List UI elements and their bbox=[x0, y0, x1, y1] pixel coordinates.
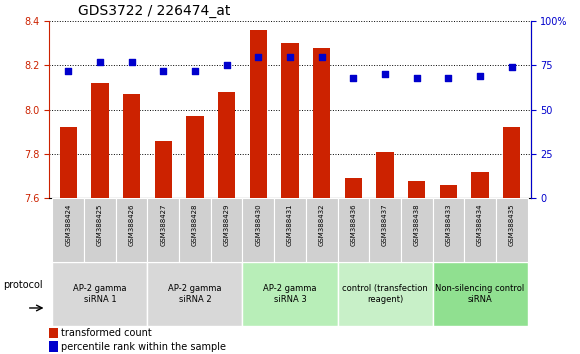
Text: AP-2 gamma
siRNA 3: AP-2 gamma siRNA 3 bbox=[263, 284, 317, 304]
Text: GSM388435: GSM388435 bbox=[509, 203, 514, 246]
Point bbox=[190, 68, 200, 74]
Text: protocol: protocol bbox=[3, 280, 42, 290]
Bar bbox=[306, 198, 338, 262]
Text: GSM388437: GSM388437 bbox=[382, 203, 388, 246]
Point bbox=[317, 54, 327, 59]
Text: GDS3722 / 226474_at: GDS3722 / 226474_at bbox=[78, 4, 231, 18]
Bar bbox=[52, 198, 84, 262]
Point bbox=[412, 75, 421, 81]
Text: GSM388433: GSM388433 bbox=[445, 203, 451, 246]
Bar bbox=[49, 328, 58, 338]
Text: GSM388436: GSM388436 bbox=[350, 203, 356, 246]
Bar bbox=[503, 127, 520, 198]
Bar bbox=[433, 198, 464, 262]
Bar bbox=[376, 152, 394, 198]
Point bbox=[159, 68, 168, 74]
Bar bbox=[211, 198, 242, 262]
Text: AP-2 gamma
siRNA 2: AP-2 gamma siRNA 2 bbox=[168, 284, 222, 304]
Bar bbox=[52, 262, 147, 326]
Point bbox=[64, 68, 73, 74]
Text: Non-silencing control
siRNA: Non-silencing control siRNA bbox=[436, 284, 525, 304]
Text: GSM388432: GSM388432 bbox=[318, 203, 325, 246]
Bar bbox=[313, 48, 331, 198]
Bar bbox=[147, 198, 179, 262]
Point bbox=[380, 72, 390, 77]
Point bbox=[253, 54, 263, 59]
Bar bbox=[369, 198, 401, 262]
Bar bbox=[496, 198, 528, 262]
Point bbox=[285, 54, 295, 59]
Bar bbox=[49, 341, 58, 352]
Text: GSM388429: GSM388429 bbox=[224, 203, 230, 246]
Text: AP-2 gamma
siRNA 1: AP-2 gamma siRNA 1 bbox=[73, 284, 126, 304]
Bar bbox=[464, 198, 496, 262]
Text: GSM388430: GSM388430 bbox=[255, 203, 262, 246]
Text: control (transfection
reagent): control (transfection reagent) bbox=[342, 284, 428, 304]
Text: GSM388426: GSM388426 bbox=[129, 203, 135, 246]
Bar bbox=[249, 30, 267, 198]
Point bbox=[349, 75, 358, 81]
Point bbox=[507, 64, 516, 70]
Text: GSM388424: GSM388424 bbox=[66, 203, 71, 246]
Bar bbox=[242, 198, 274, 262]
Text: GSM388427: GSM388427 bbox=[160, 203, 166, 246]
Bar bbox=[147, 262, 242, 326]
Bar bbox=[338, 198, 369, 262]
Text: GSM388438: GSM388438 bbox=[414, 203, 420, 246]
Bar bbox=[281, 43, 299, 198]
Bar bbox=[345, 178, 362, 198]
Point bbox=[95, 59, 104, 65]
Text: GSM388428: GSM388428 bbox=[192, 203, 198, 246]
Point bbox=[476, 73, 485, 79]
Bar bbox=[218, 92, 235, 198]
Text: transformed count: transformed count bbox=[61, 328, 152, 338]
Bar bbox=[116, 198, 147, 262]
Bar bbox=[274, 198, 306, 262]
Point bbox=[222, 63, 231, 68]
Bar bbox=[472, 172, 489, 198]
Point bbox=[444, 75, 453, 81]
Bar bbox=[242, 262, 338, 326]
Text: GSM388425: GSM388425 bbox=[97, 203, 103, 246]
Bar bbox=[84, 198, 116, 262]
Bar bbox=[186, 116, 204, 198]
Text: GSM388431: GSM388431 bbox=[287, 203, 293, 246]
Bar bbox=[60, 127, 77, 198]
Bar bbox=[155, 141, 172, 198]
Bar bbox=[401, 198, 433, 262]
Bar bbox=[433, 262, 528, 326]
Point bbox=[127, 59, 136, 65]
Bar bbox=[440, 185, 457, 198]
Bar bbox=[123, 94, 140, 198]
Text: GSM388434: GSM388434 bbox=[477, 203, 483, 246]
Bar bbox=[179, 198, 211, 262]
Bar bbox=[338, 262, 433, 326]
Bar bbox=[91, 83, 108, 198]
Bar bbox=[408, 181, 425, 198]
Text: percentile rank within the sample: percentile rank within the sample bbox=[61, 342, 226, 352]
